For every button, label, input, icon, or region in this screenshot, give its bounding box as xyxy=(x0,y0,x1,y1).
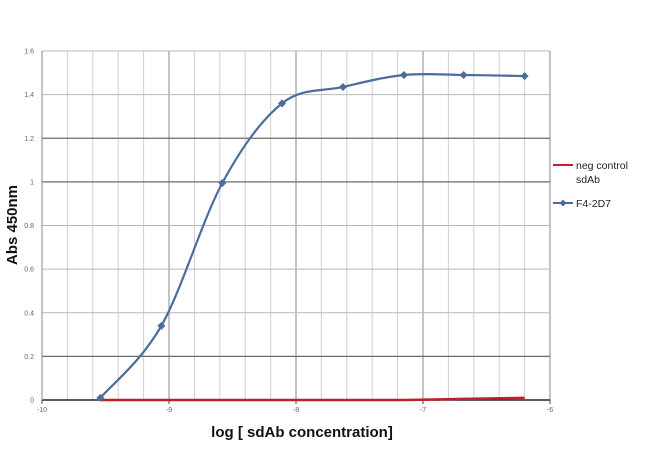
y-ticks: 0 0.2 0.4 0.6 0.8 1 1.2 1.4 1.6 xyxy=(24,49,34,405)
data-point-f4-2d7 xyxy=(278,99,287,108)
y-tick-label: 1 xyxy=(30,179,34,186)
y-tick-label: 0.8 xyxy=(24,223,34,230)
data-point-f4-2d7 xyxy=(338,82,347,91)
data-point-f4-2d7 xyxy=(399,70,408,79)
x-tick-label: -7 xyxy=(420,407,426,414)
data-point-f4-2d7 xyxy=(218,178,227,187)
y-tick-label: 0 xyxy=(30,398,34,405)
x-ticks: -10 -9 -8 -7 -6 xyxy=(37,400,553,414)
grid xyxy=(41,50,551,401)
y-tick-label: 0.6 xyxy=(24,267,34,274)
legend: neg control sdAb F4-2D7 xyxy=(553,160,628,210)
series xyxy=(96,70,529,402)
series-line-neg-control-sdab xyxy=(100,396,525,402)
legend-marker-f4-2d7 xyxy=(559,199,567,207)
legend-label-f4-2d7: F4-2D7 xyxy=(576,198,611,210)
y-tick-label: 1.2 xyxy=(24,136,34,143)
data-point-f4-2d7 xyxy=(459,70,468,79)
y-tick-label: 1.4 xyxy=(24,92,34,99)
data-point-f4-2d7 xyxy=(96,393,105,402)
data-point-f4-2d7 xyxy=(157,321,166,330)
legend-label-neg-control-1: neg control xyxy=(576,160,628,172)
x-tick-label: -8 xyxy=(293,407,299,414)
series-line-f4-2d7 xyxy=(99,72,525,399)
y-axis-label: Abs 450nm xyxy=(4,185,21,265)
x-axis-label: log [ sdAb concentration] xyxy=(211,424,393,441)
y-tick-label: 0.4 xyxy=(24,310,34,317)
x-tick-label: -9 xyxy=(166,407,172,414)
y-tick-label: 0.2 xyxy=(24,354,34,361)
x-tick-label: -10 xyxy=(37,407,47,414)
legend-label-neg-control-2: sdAb xyxy=(576,174,600,186)
data-point-f4-2d7 xyxy=(520,72,529,81)
x-tick-label: -6 xyxy=(547,407,553,414)
y-tick-label: 1.6 xyxy=(24,49,34,56)
